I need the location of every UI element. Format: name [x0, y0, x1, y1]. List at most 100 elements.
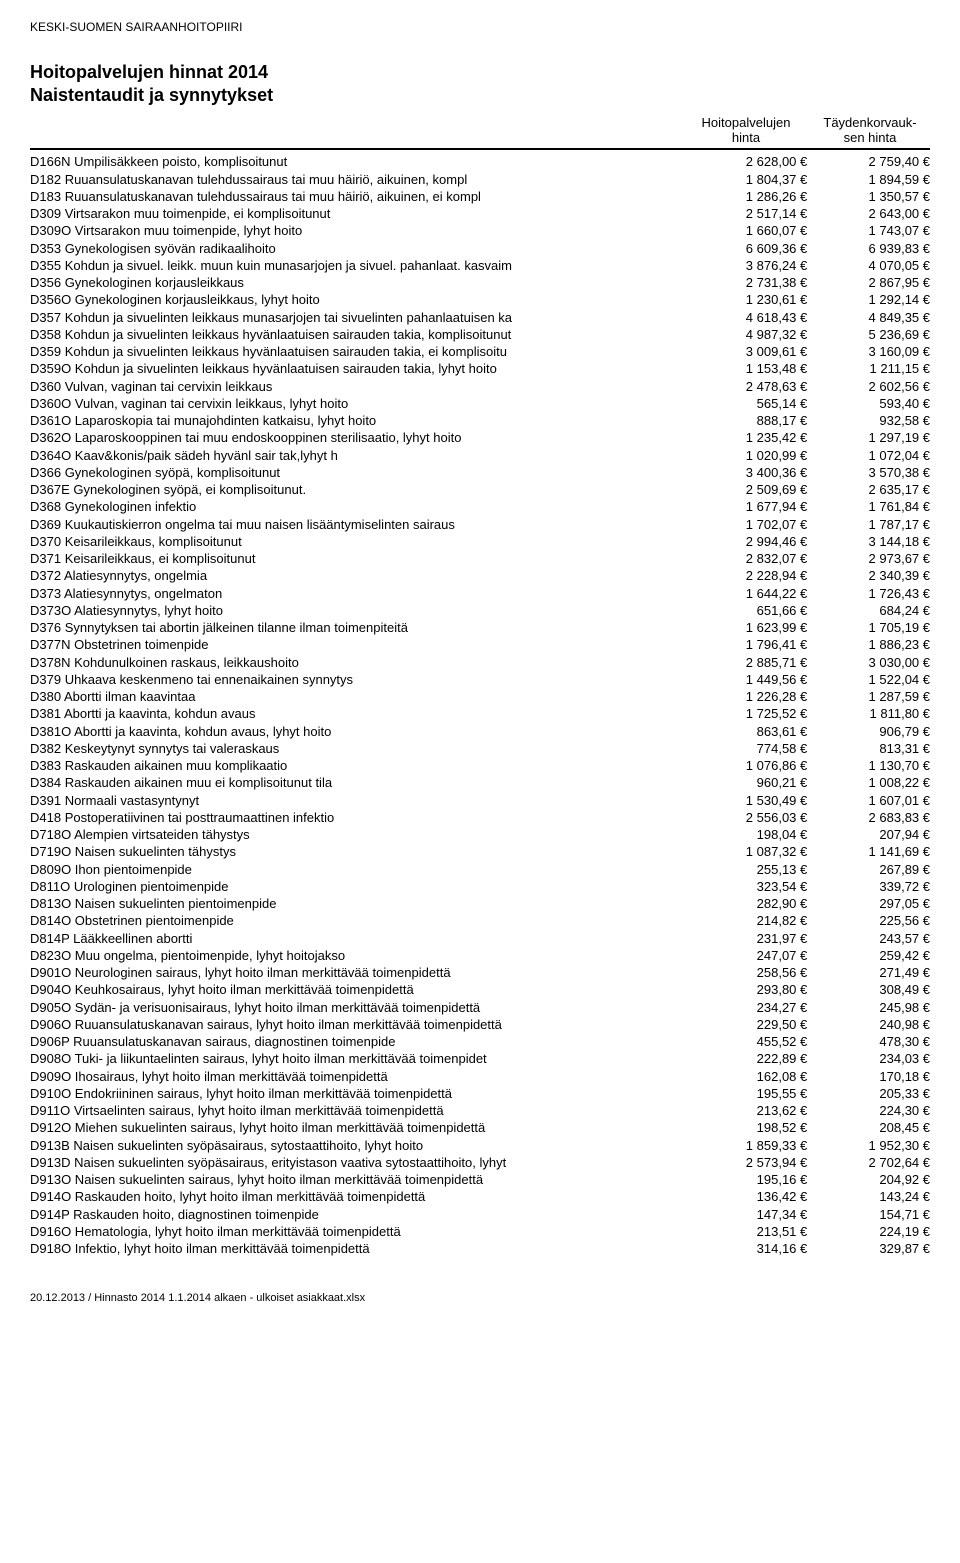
table-row: D911O Virtsaelinten sairaus, lyhyt hoito… [30, 1103, 930, 1120]
table-row: D373O Alatiesynnytys, lyhyt hoito651,66 … [30, 602, 930, 619]
row-full-comp-price: 271,49 € [807, 965, 930, 982]
row-price: 147,34 € [685, 1206, 808, 1223]
col2-header-bot: sen hinta [810, 131, 930, 146]
row-full-comp-price: 1 297,19 € [807, 430, 930, 447]
row-full-comp-price: 2 602,56 € [807, 378, 930, 395]
table-row: D380 Abortti ilman kaavintaa1 226,28 €1 … [30, 689, 930, 706]
table-row: D309 Virtsarakon muu toimenpide, ei komp… [30, 206, 930, 223]
table-row: D372 Alatiesynnytys, ongelmia2 228,94 €2… [30, 568, 930, 585]
row-price: 1 796,41 € [685, 637, 808, 654]
table-row: D905O Sydän- ja verisuonisairaus, lyhyt … [30, 999, 930, 1016]
row-full-comp-price: 1 350,57 € [807, 188, 930, 205]
row-description: D380 Abortti ilman kaavintaa [30, 689, 685, 706]
table-row: D361O Laparoskopia tai munajohdinten kat… [30, 413, 930, 430]
row-full-comp-price: 1 141,69 € [807, 844, 930, 861]
row-description: D369 Kuukautiskierron ongelma tai muu na… [30, 516, 685, 533]
row-description: D379 Uhkaava keskenmeno tai ennenaikaine… [30, 671, 685, 688]
table-row: D360O Vulvan, vaginan tai cervixin leikk… [30, 395, 930, 412]
row-price: 2 731,38 € [685, 275, 808, 292]
row-description: D905O Sydän- ja verisuonisairaus, lyhyt … [30, 999, 685, 1016]
row-full-comp-price: 1 886,23 € [807, 637, 930, 654]
row-description: D911O Virtsaelinten sairaus, lyhyt hoito… [30, 1103, 685, 1120]
row-full-comp-price: 6 939,83 € [807, 240, 930, 257]
table-row: D908O Tuki- ja liikuntaelinten sairaus, … [30, 1051, 930, 1068]
table-row: D364O Kaav&konis/paik sädeh hyvänl sair … [30, 447, 930, 464]
row-price: 195,16 € [685, 1172, 808, 1189]
row-full-comp-price: 593,40 € [807, 395, 930, 412]
row-description: D904O Keuhkosairaus, lyhyt hoito ilman m… [30, 982, 685, 999]
row-description: D356 Gynekologinen korjausleikkaus [30, 275, 685, 292]
row-full-comp-price: 932,58 € [807, 413, 930, 430]
row-price: 323,54 € [685, 878, 808, 895]
row-description: D353 Gynekologisen syövän radikaalihoito [30, 240, 685, 257]
table-row: D309O Virtsarakon muu toimenpide, lyhyt … [30, 223, 930, 240]
table-row: D418 Postoperatiivinen tai posttraumaatt… [30, 809, 930, 826]
row-description: D719O Naisen sukuelinten tähystys [30, 844, 685, 861]
row-price: 1 230,61 € [685, 292, 808, 309]
table-row: D914P Raskauden hoito, diagnostinen toim… [30, 1206, 930, 1223]
org-name: KESKI-SUOMEN SAIRAANHOITOPIIRI [30, 20, 930, 34]
row-price: 1 702,07 € [685, 516, 808, 533]
table-row: D811O Urologinen pientoimenpide323,54 €3… [30, 878, 930, 895]
row-price: 2 517,14 € [685, 206, 808, 223]
row-full-comp-price: 3 570,38 € [807, 464, 930, 481]
table-row: D367E Gynekologinen syöpä, ei komplisoit… [30, 482, 930, 499]
col1-header-top: Hoitopalvelujen [686, 116, 806, 131]
row-description: D418 Postoperatiivinen tai posttraumaatt… [30, 809, 685, 826]
table-row: D909O Ihosairaus, lyhyt hoito ilman merk… [30, 1068, 930, 1085]
row-full-comp-price: 1 743,07 € [807, 223, 930, 240]
row-description: D909O Ihosairaus, lyhyt hoito ilman merk… [30, 1068, 685, 1085]
row-full-comp-price: 2 867,95 € [807, 275, 930, 292]
price-table: D166N Umpilisäkkeen poisto, komplisoitun… [30, 154, 930, 1258]
row-full-comp-price: 1 705,19 € [807, 620, 930, 637]
table-row: D381O Abortti ja kaavinta, kohdun avaus,… [30, 723, 930, 740]
col2-header-top: Täydenkorvauk- [810, 116, 930, 131]
row-description: D908O Tuki- ja liikuntaelinten sairaus, … [30, 1051, 685, 1068]
row-description: D182 Ruuansulatuskanavan tulehdussairaus… [30, 171, 685, 188]
row-full-comp-price: 1 811,80 € [807, 706, 930, 723]
page-title: Hoitopalvelujen hinnat 2014 [30, 62, 930, 83]
row-full-comp-price: 2 683,83 € [807, 809, 930, 826]
row-full-comp-price: 813,31 € [807, 740, 930, 757]
row-description: D356O Gynekologinen korjausleikkaus, lyh… [30, 292, 685, 309]
row-description: D913D Naisen sukuelinten syöpäsairaus, e… [30, 1154, 685, 1171]
row-full-comp-price: 224,19 € [807, 1223, 930, 1240]
table-row: D356 Gynekologinen korjausleikkaus2 731,… [30, 275, 930, 292]
table-row: D901O Neurologinen sairaus, lyhyt hoito … [30, 965, 930, 982]
table-row: D906O Ruuansulatuskanavan sairaus, lyhyt… [30, 1016, 930, 1033]
row-price: 198,52 € [685, 1120, 808, 1137]
table-row: D913D Naisen sukuelinten syöpäsairaus, e… [30, 1154, 930, 1171]
row-price: 2 628,00 € [685, 154, 808, 171]
table-row: D904O Keuhkosairaus, lyhyt hoito ilman m… [30, 982, 930, 999]
table-row: D359 Kohdun ja sivuelinten leikkaus hyvä… [30, 344, 930, 361]
table-row: D357 Kohdun ja sivuelinten leikkaus muna… [30, 309, 930, 326]
table-row: D371 Keisarileikkaus, ei komplisoitunut2… [30, 551, 930, 568]
row-full-comp-price: 143,24 € [807, 1189, 930, 1206]
row-description: D906O Ruuansulatuskanavan sairaus, lyhyt… [30, 1016, 685, 1033]
row-description: D811O Urologinen pientoimenpide [30, 878, 685, 895]
row-price: 213,51 € [685, 1223, 808, 1240]
row-price: 1 449,56 € [685, 671, 808, 688]
row-description: D916O Hematologia, lyhyt hoito ilman mer… [30, 1223, 685, 1240]
row-price: 1 725,52 € [685, 706, 808, 723]
table-row: D353 Gynekologisen syövän radikaalihoito… [30, 240, 930, 257]
row-full-comp-price: 204,92 € [807, 1172, 930, 1189]
row-price: 213,62 € [685, 1103, 808, 1120]
row-description: D372 Alatiesynnytys, ongelmia [30, 568, 685, 585]
row-description: D901O Neurologinen sairaus, lyhyt hoito … [30, 965, 685, 982]
table-row: D809O Ihon pientoimenpide255,13 €267,89 … [30, 861, 930, 878]
row-price: 2 478,63 € [685, 378, 808, 395]
row-price: 888,17 € [685, 413, 808, 430]
row-price: 1 804,37 € [685, 171, 808, 188]
row-full-comp-price: 1 211,15 € [807, 361, 930, 378]
row-description: D391 Normaali vastasyntynyt [30, 792, 685, 809]
row-full-comp-price: 1 008,22 € [807, 775, 930, 792]
row-full-comp-price: 4 849,35 € [807, 309, 930, 326]
row-price: 1 076,86 € [685, 758, 808, 775]
table-row: D913O Naisen sukuelinten sairaus, lyhyt … [30, 1172, 930, 1189]
row-description: D906P Ruuansulatuskanavan sairaus, diagn… [30, 1034, 685, 1051]
row-price: 6 609,36 € [685, 240, 808, 257]
row-full-comp-price: 205,33 € [807, 1085, 930, 1102]
row-description: D309O Virtsarakon muu toimenpide, lyhyt … [30, 223, 685, 240]
row-full-comp-price: 684,24 € [807, 602, 930, 619]
